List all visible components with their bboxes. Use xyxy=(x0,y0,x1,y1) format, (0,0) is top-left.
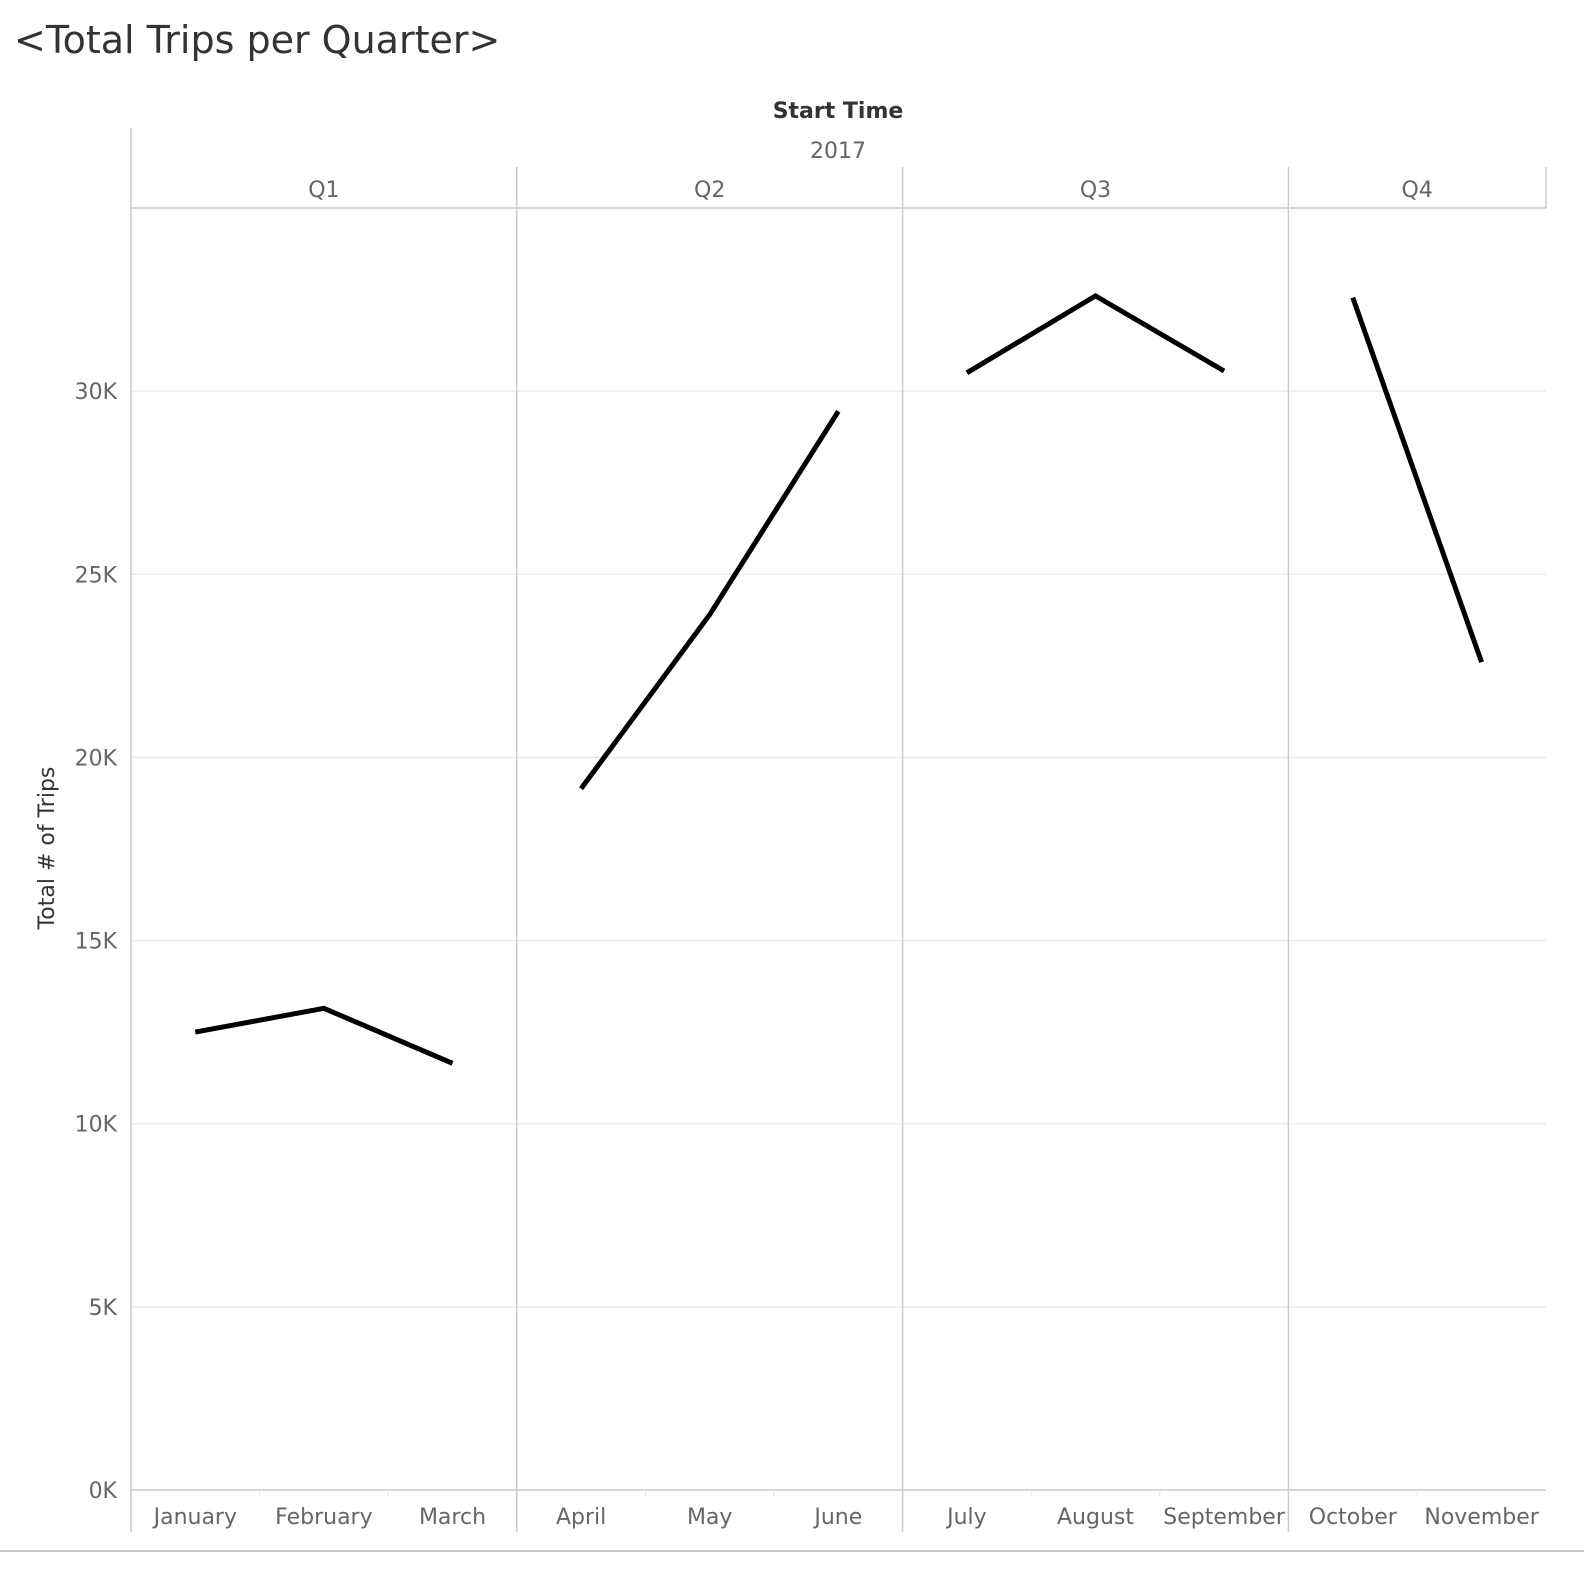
chart-title: <Total Trips per Quarter> xyxy=(14,18,501,62)
x-tick-label: October xyxy=(1309,1505,1398,1530)
series-line-q4 xyxy=(1350,296,1484,664)
x-tick-label: August xyxy=(1057,1505,1134,1530)
quarter-header: Q4 xyxy=(1402,178,1433,203)
series-line-q3 xyxy=(965,292,1226,375)
y-tick-label: 20K xyxy=(75,746,118,771)
x-tick-label: September xyxy=(1163,1505,1286,1530)
series-line-q2 xyxy=(579,409,841,791)
y-tick-label: 25K xyxy=(75,563,118,588)
year-header: 2017 xyxy=(810,139,866,164)
column-dimension-title: Start Time xyxy=(773,99,904,124)
x-tick-label: January xyxy=(152,1505,237,1530)
series-line-q1 xyxy=(194,1005,454,1066)
x-tick-label: June xyxy=(812,1505,862,1530)
y-axis-title: Total # of Trips xyxy=(35,767,60,931)
quarter-header: Q1 xyxy=(308,178,339,203)
y-tick-label: 15K xyxy=(75,930,118,955)
y-tick-label: 0K xyxy=(89,1479,118,1504)
x-tick-label: May xyxy=(687,1505,732,1530)
y-tick-label: 5K xyxy=(89,1296,118,1321)
x-tick-label: November xyxy=(1424,1505,1539,1530)
x-tick-label: July xyxy=(945,1505,987,1530)
plot-area: 0K 5K 10K 15K 20K 25K 30K Q1 January February Marc… xyxy=(0,128,1584,1552)
x-tick-label: March xyxy=(419,1505,486,1530)
x-tick-label: April xyxy=(556,1505,606,1530)
y-tick-label: 30K xyxy=(75,380,118,405)
y-tick-label: 10K xyxy=(75,1113,118,1138)
quarter-header: Q3 xyxy=(1080,178,1111,203)
x-tick-label: February xyxy=(275,1505,373,1530)
quarter-header: Q2 xyxy=(694,178,725,203)
